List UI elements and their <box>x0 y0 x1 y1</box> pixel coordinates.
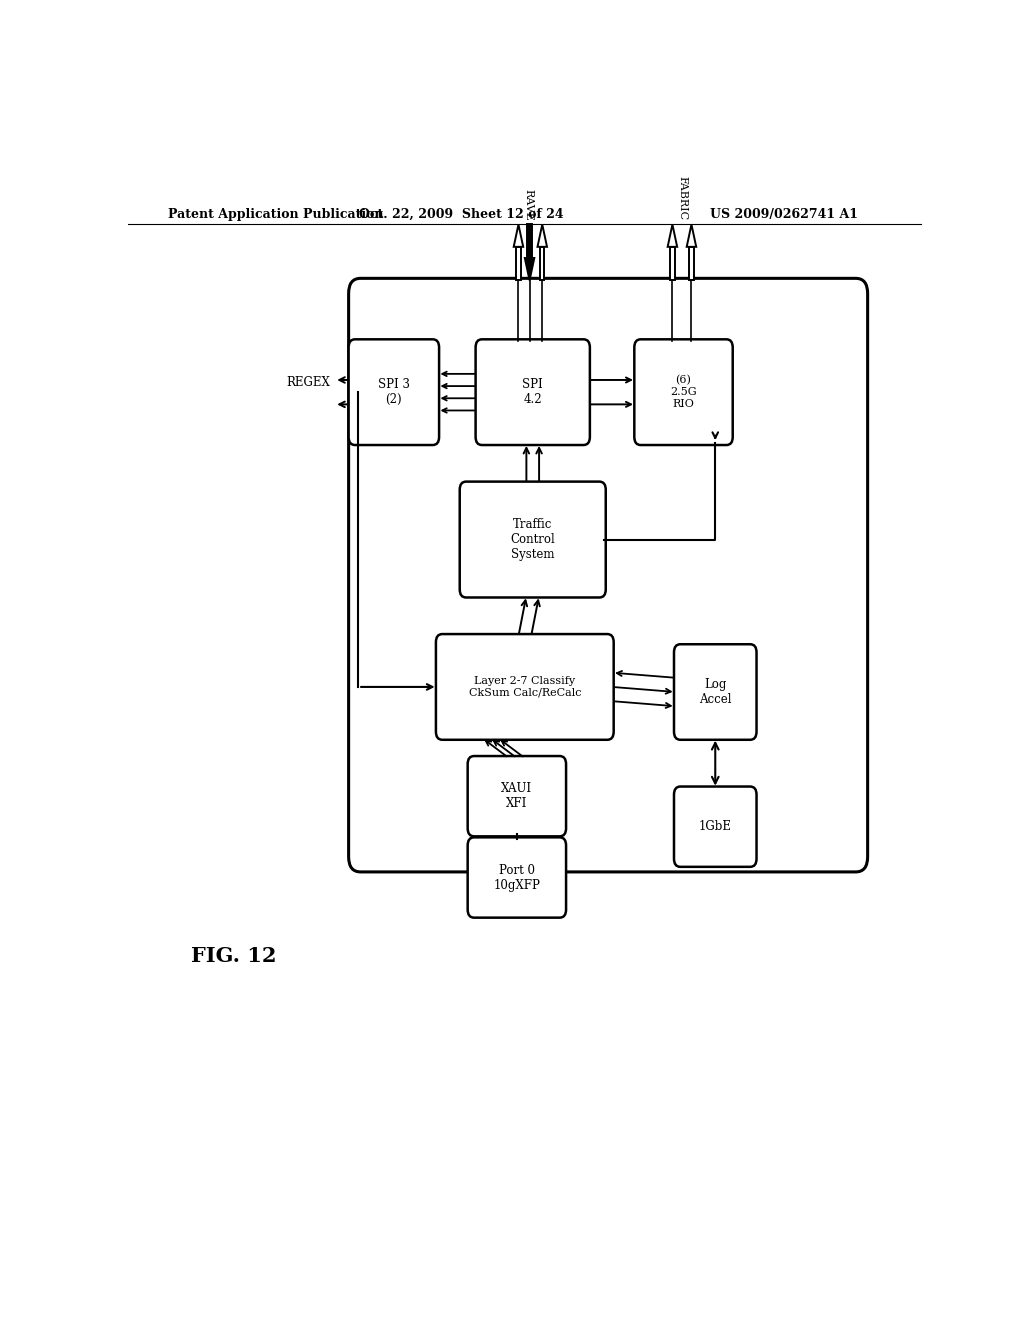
FancyBboxPatch shape <box>468 837 566 917</box>
Text: Log
Accel: Log Accel <box>699 678 731 706</box>
FancyBboxPatch shape <box>348 279 867 873</box>
Bar <box>671 247 675 280</box>
Text: SPI
4.2: SPI 4.2 <box>522 378 543 407</box>
Polygon shape <box>687 224 696 247</box>
FancyBboxPatch shape <box>674 787 757 867</box>
Polygon shape <box>538 224 547 247</box>
FancyBboxPatch shape <box>460 482 606 598</box>
Bar <box>516 247 520 280</box>
Text: Port 0
10gXFP: Port 0 10gXFP <box>494 863 541 891</box>
Text: SPI 3
(2): SPI 3 (2) <box>378 378 410 407</box>
Text: 1GbE: 1GbE <box>698 820 732 833</box>
Bar <box>540 247 545 280</box>
Text: Oct. 22, 2009  Sheet 12 of 24: Oct. 22, 2009 Sheet 12 of 24 <box>359 207 563 220</box>
Text: Patent Application Publication: Patent Application Publication <box>168 207 383 220</box>
Text: RAVE: RAVE <box>523 189 534 220</box>
Polygon shape <box>524 257 535 280</box>
Bar <box>689 247 693 280</box>
Bar <box>527 224 531 257</box>
FancyBboxPatch shape <box>475 339 590 445</box>
Text: FIG. 12: FIG. 12 <box>191 946 276 966</box>
Text: XAUI
XFI: XAUI XFI <box>502 783 532 810</box>
Text: FABRIC: FABRIC <box>677 177 687 220</box>
FancyBboxPatch shape <box>634 339 733 445</box>
Text: US 2009/0262741 A1: US 2009/0262741 A1 <box>710 207 858 220</box>
Polygon shape <box>668 224 677 247</box>
Text: REGEX: REGEX <box>287 375 331 388</box>
FancyBboxPatch shape <box>468 756 566 837</box>
Text: Traffic
Control
System: Traffic Control System <box>510 517 555 561</box>
FancyBboxPatch shape <box>674 644 757 739</box>
Text: (6)
2.5G
RIO: (6) 2.5G RIO <box>670 375 697 409</box>
FancyBboxPatch shape <box>348 339 439 445</box>
FancyBboxPatch shape <box>436 634 613 739</box>
Polygon shape <box>514 224 523 247</box>
Text: Layer 2-7 Classify
CkSum Calc/ReCalc: Layer 2-7 Classify CkSum Calc/ReCalc <box>469 676 581 698</box>
